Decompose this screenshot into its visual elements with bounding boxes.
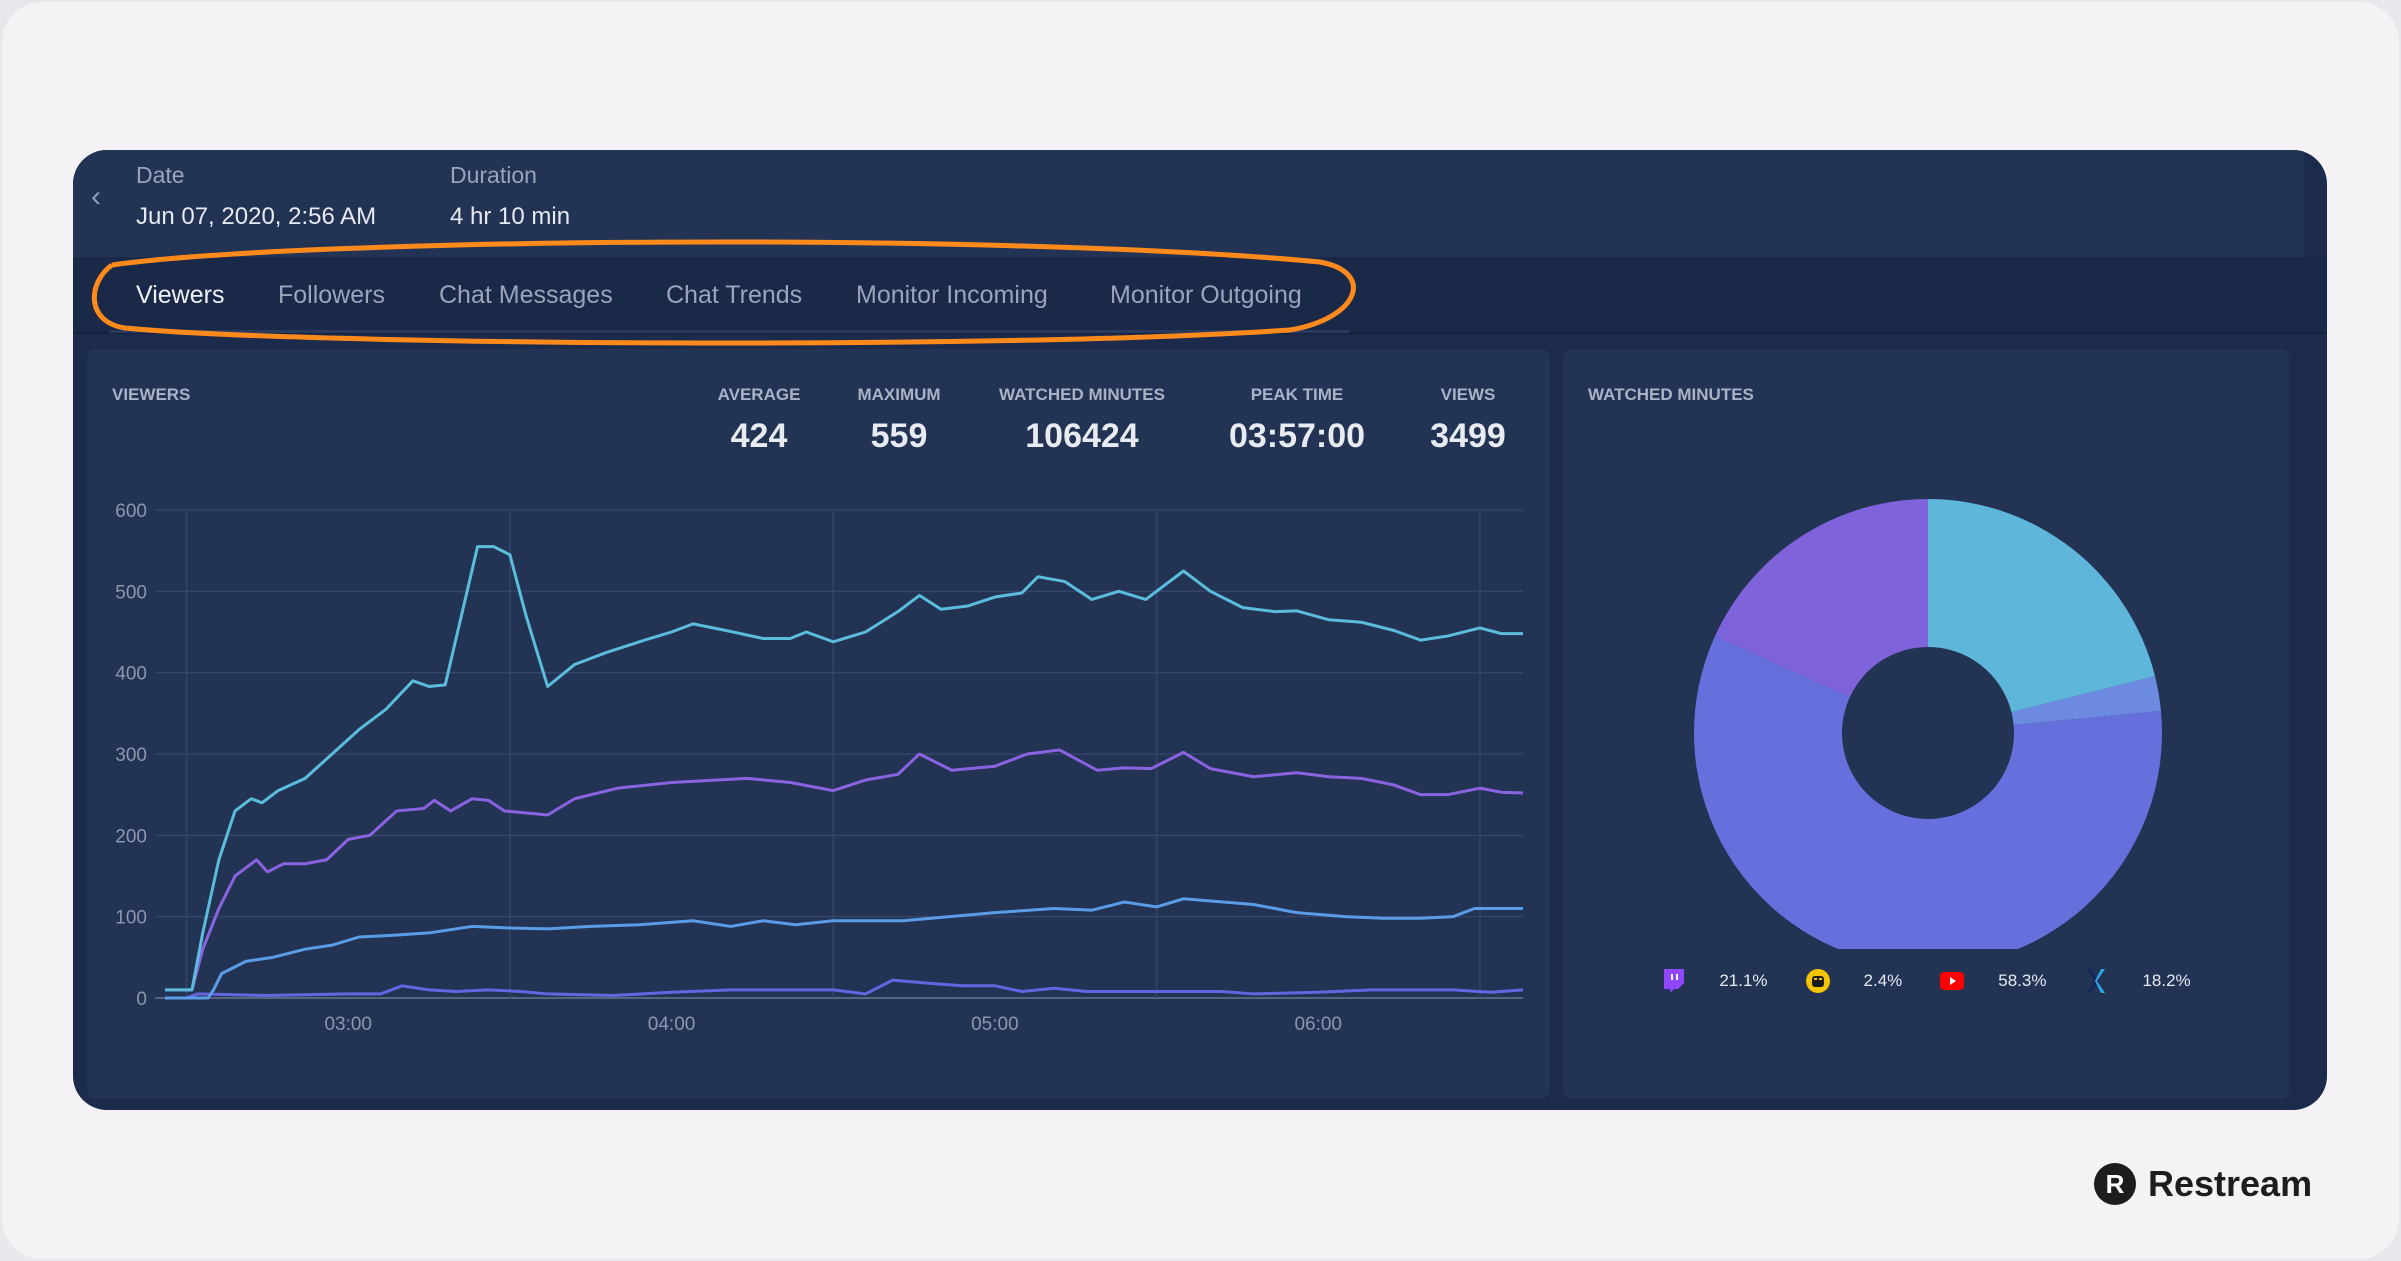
trovo-icon — [1805, 969, 1830, 993]
stat-label: WATCHED MINUTES — [999, 385, 1165, 404]
viewers-title: VIEWERS — [112, 385, 191, 404]
stat-value: 424 — [730, 417, 788, 455]
restream-logo: R Restream — [2094, 1163, 2312, 1205]
tab-chat-trends[interactable]: Chat Trends — [666, 281, 803, 309]
x-tick-label: 04:00 — [648, 1014, 696, 1035]
legend-item-youtube: 58.3% — [1940, 969, 2046, 993]
stat-value: 106424 — [1025, 417, 1139, 455]
back-chevron-icon[interactable]: ‹ — [91, 180, 101, 213]
platform-legend: 21.1% 2.4% 58.3% 18.2% — [1563, 969, 2289, 993]
x-tick-label: 05:00 — [971, 1014, 1019, 1035]
series-line-other — [165, 978, 1524, 1000]
donut-slice — [1715, 499, 1928, 698]
y-tick-label: 200 — [115, 826, 147, 847]
stat-peak-time: PEAK TIME 03:57:00 — [1229, 385, 1365, 456]
y-tick-label: 500 — [115, 582, 147, 603]
donut-slice — [2011, 676, 2161, 725]
stat-average: AVERAGE 424 — [718, 385, 801, 456]
watched-minutes-donut-chart — [1694, 499, 2162, 949]
stat-watched-minutes: WATCHED MINUTES 106424 — [999, 385, 1165, 456]
stream-header: ‹ Date Jun 07, 2020, 2:56 AM Duration 4 … — [73, 150, 2304, 257]
tab-divider — [109, 330, 1349, 333]
tab-followers[interactable]: Followers — [278, 281, 385, 309]
legend-item-trovo: 2.4% — [1805, 969, 1903, 993]
date-field: Date Jun 07, 2020, 2:56 AM — [136, 162, 376, 231]
x-tick-label: 03:00 — [324, 1014, 372, 1035]
legend-value: 18.2% — [2142, 971, 2191, 990]
restream-logo-text: Restream — [2148, 1163, 2313, 1204]
stat-value: 03:57:00 — [1228, 417, 1366, 455]
legend-item-twitch: 21.1% — [1661, 969, 1768, 993]
stat-value: 559 — [870, 417, 928, 455]
y-tick-label: 100 — [115, 908, 147, 929]
legend-value: 58.3% — [1998, 971, 2047, 990]
stat-label: PEAK TIME — [1250, 385, 1344, 404]
youtube-icon — [1940, 969, 1965, 993]
legend-value: 21.1% — [1719, 971, 1768, 990]
restream-x-icon — [2084, 969, 2108, 993]
series-line-total — [165, 545, 1523, 992]
stat-maximum: MAXIMUM 559 — [857, 385, 940, 456]
stat-label: MAXIMUM — [857, 385, 941, 404]
series-line-youtube — [165, 897, 1523, 1000]
legend-value: 2.4% — [1863, 971, 1903, 990]
stat-label: AVERAGE — [717, 385, 801, 404]
series-line-twitch — [165, 748, 1524, 992]
x-tick-label: 06:00 — [1294, 1014, 1342, 1035]
stat-label: VIEWS — [1440, 385, 1496, 404]
tab-monitor-incoming[interactable]: Monitor Incoming — [856, 281, 1048, 309]
viewers-line-chart: 0 100 200 300 400 500 600 03:00 04:00 05:00 06:00 — [115, 501, 1524, 1035]
donut-slice — [1694, 636, 2162, 949]
date-value: Jun 07, 2020, 2:56 AM — [136, 203, 377, 230]
y-tick-label: 300 — [115, 745, 147, 766]
tab-monitor-outgoing[interactable]: Monitor Outgoing — [1110, 281, 1302, 309]
date-label: Date — [136, 162, 185, 188]
duration-field: Duration 4 hr 10 min — [450, 162, 570, 231]
stat-views: VIEWS 3499 — [1430, 385, 1506, 456]
y-tick-label: 400 — [115, 664, 147, 685]
legend-item-restream: 18.2% — [2084, 969, 2191, 993]
tab-bar: Viewers Followers Chat Messages Chat Tre… — [73, 257, 2327, 334]
donut-slice — [1928, 499, 2156, 713]
watched-minutes-card: WATCHED MINUTES 21.1% 2.4% 58.3% 18.2% — [1563, 349, 2289, 1099]
y-tick-label: 0 — [136, 989, 147, 1010]
viewers-card: VIEWERS AVERAGE 424 MAXIMUM 559 WATCHED MI… — [87, 349, 1550, 1099]
duration-label: Duration — [450, 162, 537, 188]
stream-analytics-panel: ‹ Date Jun 07, 2020, 2:56 AM Duration 4 … — [73, 150, 2327, 1110]
watched-minutes-title: WATCHED MINUTES — [1588, 385, 1754, 404]
restream-logo-icon: R — [2094, 1163, 2136, 1205]
tab-chat-messages[interactable]: Chat Messages — [439, 281, 613, 309]
y-tick-label: 600 — [115, 501, 147, 522]
tab-viewers[interactable]: Viewers — [136, 281, 225, 309]
stat-value: 3499 — [1430, 417, 1506, 455]
twitch-icon — [1661, 969, 1685, 993]
duration-value: 4 hr 10 min — [450, 203, 571, 230]
